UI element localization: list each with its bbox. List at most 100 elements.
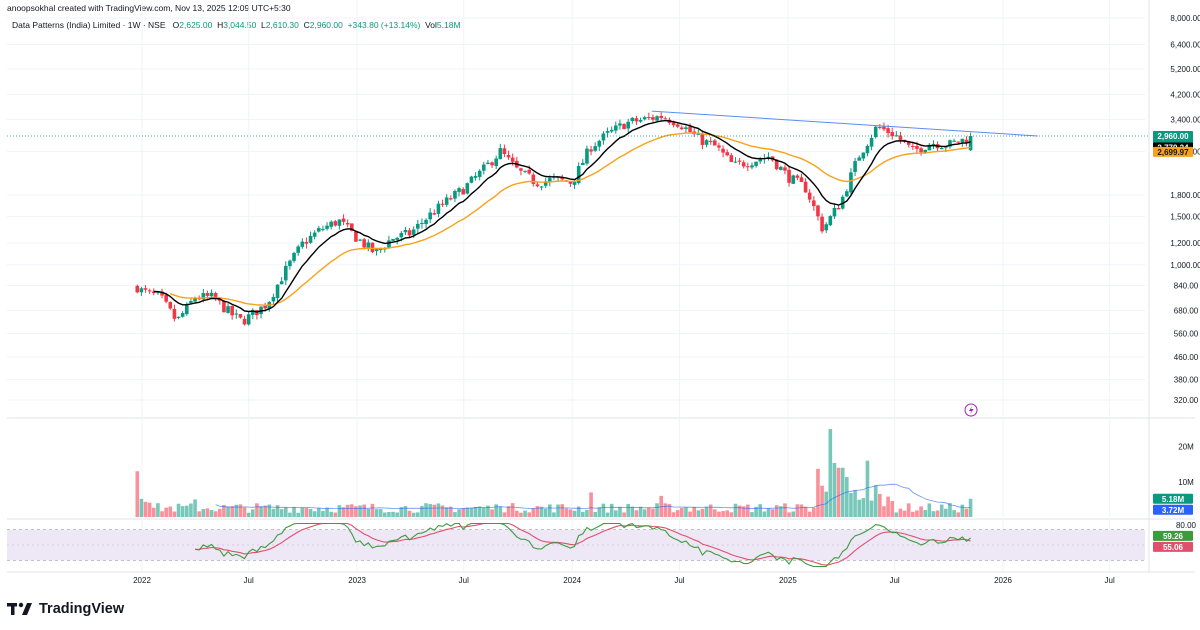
volume-bar xyxy=(886,496,890,517)
volume-bar xyxy=(655,503,659,517)
candle-body xyxy=(548,178,552,182)
candle-body xyxy=(407,230,412,236)
volume-bar xyxy=(197,511,201,517)
volume-bar xyxy=(906,503,911,517)
volume-bar xyxy=(329,511,333,517)
volume-bar xyxy=(857,499,862,517)
volume-bar xyxy=(552,512,556,517)
candle-body xyxy=(288,260,292,267)
volume-bar xyxy=(560,504,564,517)
candle-body xyxy=(341,218,346,222)
volume-bar xyxy=(902,510,907,517)
candle-body xyxy=(205,293,210,296)
volume-bar xyxy=(275,505,280,517)
volume-bar xyxy=(453,512,457,517)
volume-bar xyxy=(469,507,474,517)
candle-body xyxy=(519,168,523,171)
volume-bar xyxy=(300,507,305,517)
volume-bar xyxy=(391,511,395,517)
price-tick-label: 380.00 xyxy=(1174,376,1199,385)
candle-body xyxy=(457,188,461,192)
candle-body xyxy=(787,169,791,183)
candle-body xyxy=(861,152,866,159)
candle-body xyxy=(510,157,515,162)
volume-bar xyxy=(721,511,725,517)
volume-bar xyxy=(634,510,639,517)
candle-body xyxy=(395,237,399,240)
candle-body xyxy=(139,288,144,293)
candle-body xyxy=(779,166,783,170)
candle-body xyxy=(568,182,573,184)
candle-body xyxy=(523,170,527,172)
rsi-signal-tag: 55.06 xyxy=(1153,541,1193,552)
candle-body xyxy=(333,221,338,226)
candle-body xyxy=(919,148,923,153)
candle-body xyxy=(349,223,354,231)
volume-bar xyxy=(180,506,185,517)
candle-body xyxy=(362,239,366,248)
volume-bar xyxy=(807,511,812,517)
candle-body xyxy=(209,292,214,297)
candle-body xyxy=(411,229,416,235)
candle-body xyxy=(354,231,358,242)
candle-body xyxy=(345,222,350,225)
volume-bar xyxy=(222,504,226,517)
candle-body xyxy=(923,149,928,153)
brand-name: TradingView xyxy=(39,601,125,617)
volume-bar xyxy=(630,506,635,517)
volume-bar xyxy=(316,507,321,517)
candle-body xyxy=(189,301,193,303)
candle-body xyxy=(416,223,420,229)
candle-body xyxy=(316,228,321,232)
candle-body xyxy=(684,127,688,129)
candle-body xyxy=(230,305,234,316)
volume-bar xyxy=(213,511,218,517)
candle-body xyxy=(527,169,531,174)
candle-body xyxy=(766,156,771,158)
volume-bar xyxy=(717,511,721,517)
candle-body xyxy=(713,140,717,146)
candle-body xyxy=(964,139,969,144)
volume-bar xyxy=(548,504,552,517)
volume-bar xyxy=(176,503,181,517)
volume-bar xyxy=(411,512,416,517)
candle-body xyxy=(614,125,618,131)
candle-body xyxy=(337,219,342,226)
price-tick-label: 4,200.00 xyxy=(1170,90,1200,99)
price-tick-label: 840.00 xyxy=(1174,281,1199,290)
volume-bar xyxy=(527,512,531,517)
candle-body xyxy=(820,216,824,232)
volume-value: 5.18M xyxy=(436,20,461,30)
candle-body xyxy=(915,146,919,149)
candle-body xyxy=(828,215,833,226)
tradingview-logo[interactable]: TradingView xyxy=(7,601,124,617)
candle-body xyxy=(312,232,317,237)
price-tick-label: 1,200.00 xyxy=(1170,239,1200,248)
volume-bar xyxy=(919,506,923,517)
volume-bar xyxy=(795,504,800,517)
candle-body xyxy=(176,316,181,318)
candle-body xyxy=(733,161,738,163)
price-tick-label: 1,800.00 xyxy=(1170,191,1200,200)
price-tick-label: 560.00 xyxy=(1174,330,1199,339)
volume-tick-label: 10M xyxy=(1178,478,1194,487)
volume-bar xyxy=(812,507,816,517)
volume-bar xyxy=(399,507,404,517)
volume-bar xyxy=(894,512,899,517)
candle-body xyxy=(774,159,779,170)
candle-body xyxy=(696,133,701,135)
volume-bar xyxy=(671,512,676,517)
candle-body xyxy=(609,129,614,132)
volume-bar xyxy=(832,462,837,517)
rsi-signal-tag-text: 55.06 xyxy=(1163,543,1184,552)
volume-bar xyxy=(362,504,366,517)
candle-body xyxy=(535,184,540,187)
symbol-title[interactable]: Data Patterns (India) Limited · 1W · NSE xyxy=(12,20,166,30)
volume-bar xyxy=(143,501,148,517)
candle-body xyxy=(853,161,857,172)
volume-bar xyxy=(581,511,585,517)
candle-body xyxy=(816,205,820,217)
volume-ma-tag-text: 3.72M xyxy=(1162,506,1185,515)
indicator-lines xyxy=(7,110,1149,313)
